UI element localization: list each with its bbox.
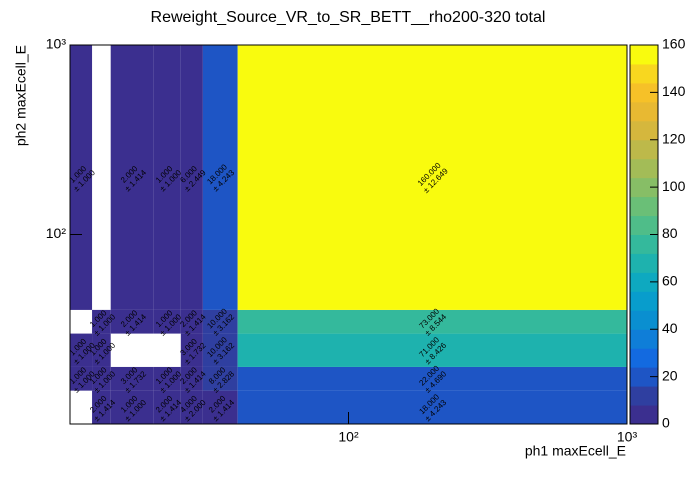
colorbar-band bbox=[630, 196, 658, 217]
colorbar-tick-label: 120 bbox=[662, 130, 686, 146]
colorbar-band bbox=[630, 386, 658, 406]
heatmap-cell bbox=[110, 366, 154, 391]
colorbar-band bbox=[630, 348, 658, 368]
colorbar-tick-label: 0 bbox=[662, 415, 670, 431]
heatmap-cell bbox=[180, 366, 203, 391]
heatmap-cell bbox=[92, 333, 111, 367]
heatmap-cell bbox=[70, 45, 93, 310]
y-axis-label: ph2 maxEcell_E bbox=[13, 45, 29, 146]
colorbar-tick-label: 100 bbox=[662, 178, 686, 194]
colorbar-band bbox=[630, 291, 658, 311]
colorbar-band bbox=[630, 177, 658, 198]
colorbar-tick-label: 60 bbox=[662, 273, 678, 289]
heatmap-cell bbox=[92, 366, 111, 391]
colorbar-band bbox=[630, 139, 658, 160]
heatmap-cell bbox=[153, 366, 181, 391]
heatmap-cell bbox=[110, 45, 154, 310]
x-axis-label: ph1 maxEcell_E bbox=[525, 443, 626, 459]
colorbar-band bbox=[630, 253, 658, 273]
chart-title: Reweight_Source_VR_to_SR_BETT__rho200-32… bbox=[151, 9, 546, 26]
heatmap-cell bbox=[237, 333, 627, 367]
heatmap-cell bbox=[180, 45, 203, 310]
heatmap-cell bbox=[180, 390, 203, 424]
colorbar-band bbox=[630, 272, 658, 292]
colorbar-tick-label: 40 bbox=[662, 320, 678, 336]
y-tick-label: 10² bbox=[46, 225, 67, 241]
heatmap-cell bbox=[110, 390, 154, 424]
colorbar-band bbox=[630, 45, 658, 65]
x-tick-label: 10³ bbox=[617, 429, 638, 445]
colorbar-tick-label: 140 bbox=[662, 83, 686, 99]
heatmap-cell bbox=[237, 309, 627, 334]
colorbar-band bbox=[630, 82, 658, 103]
colorbar-tick-label: 160 bbox=[662, 36, 686, 52]
heatmap-cell bbox=[153, 45, 181, 310]
heatmap-cell bbox=[202, 366, 238, 391]
heatmap-cell bbox=[202, 309, 238, 334]
heatmap-cell bbox=[237, 45, 627, 310]
colorbar-band bbox=[630, 158, 658, 179]
heatmap-cell bbox=[202, 390, 238, 424]
heatmap-cell bbox=[237, 390, 627, 424]
heatmap-cell bbox=[92, 390, 111, 424]
colorbar-band bbox=[630, 405, 658, 425]
colorbar-band bbox=[630, 120, 658, 141]
heatmap-cell bbox=[70, 366, 93, 391]
y-tick-label: 10³ bbox=[46, 36, 67, 52]
colorbar-tick-label: 20 bbox=[662, 367, 678, 383]
heatmap-cell bbox=[202, 45, 238, 310]
heatmap-cell bbox=[153, 390, 181, 424]
colorbar-band bbox=[630, 367, 658, 387]
heatmap-cell bbox=[237, 366, 627, 391]
colorbar-band bbox=[630, 234, 658, 254]
colorbar-band bbox=[630, 310, 658, 330]
heatmap-cell bbox=[70, 333, 93, 367]
heatmap-cell bbox=[180, 309, 203, 334]
heatmap-cell bbox=[153, 309, 181, 334]
heatmap-cell bbox=[92, 309, 111, 334]
colorbar-band bbox=[630, 215, 658, 235]
heatmap-cell bbox=[180, 333, 203, 367]
x-tick-label: 10² bbox=[338, 429, 359, 445]
colorbar-band bbox=[630, 329, 658, 349]
heatmap-cell bbox=[202, 333, 238, 367]
colorbar-band bbox=[630, 101, 658, 122]
heatmap-cell bbox=[110, 309, 154, 334]
colorbar-band bbox=[630, 63, 658, 84]
colorbar-tick-label: 80 bbox=[662, 225, 678, 241]
